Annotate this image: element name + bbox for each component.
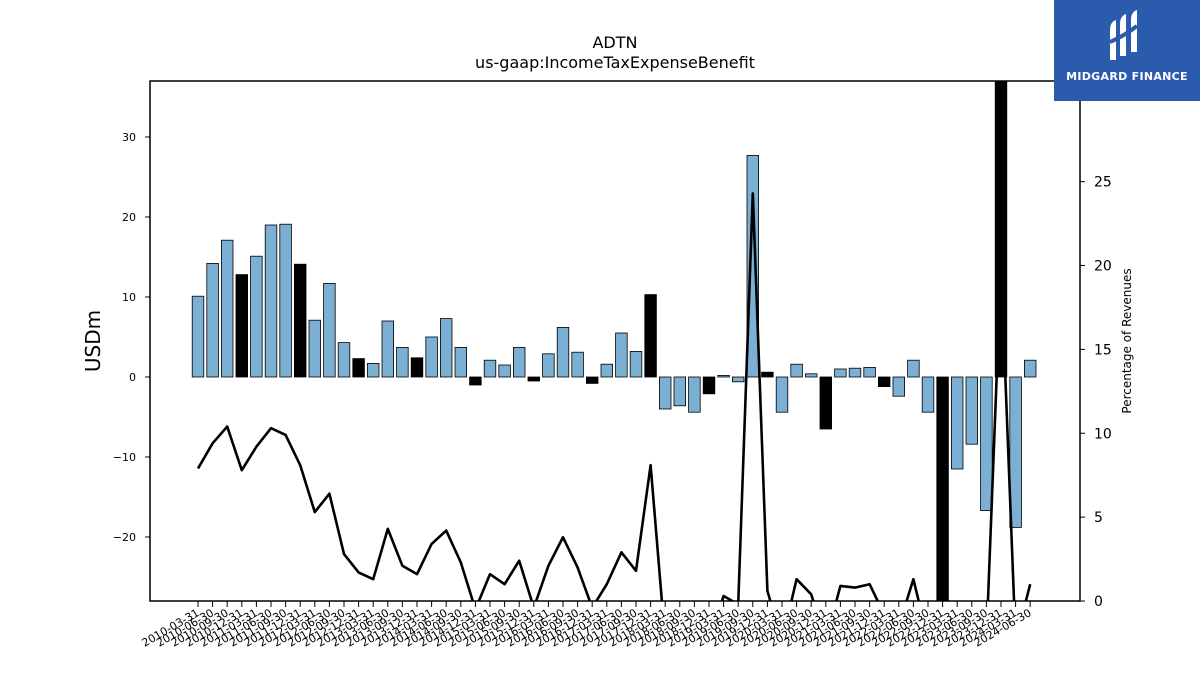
y2-tick-label: 15 xyxy=(1094,342,1112,358)
y2-tick-label: 5 xyxy=(1094,510,1103,526)
bar xyxy=(250,255,263,378)
bars-layer xyxy=(191,80,1037,602)
bar xyxy=(892,376,906,397)
bar xyxy=(965,376,979,445)
bar xyxy=(980,376,993,512)
x-axis: 2010-03-312010-06-302010-09-302010-12-31… xyxy=(140,601,1034,650)
bar xyxy=(191,295,205,378)
bar xyxy=(629,350,643,378)
bar xyxy=(425,336,438,378)
bar xyxy=(396,346,409,378)
bar xyxy=(542,353,555,378)
bar xyxy=(600,363,614,378)
bar xyxy=(951,376,964,470)
bar xyxy=(323,282,336,378)
chart-title: ADTN xyxy=(592,33,637,52)
bar xyxy=(746,154,760,378)
y-tick-label: −20 xyxy=(113,531,136,544)
bar xyxy=(615,332,628,378)
bar xyxy=(863,366,876,378)
left-axis: −20 −10 0 10 20 30 xyxy=(113,131,150,544)
line-layer xyxy=(196,192,1032,601)
bar xyxy=(206,262,219,378)
bar xyxy=(936,376,949,602)
y-tick-label: 10 xyxy=(122,291,136,304)
bar xyxy=(571,351,584,378)
bar xyxy=(673,376,687,407)
bar xyxy=(235,274,249,378)
y2-tick-label: 20 xyxy=(1094,259,1112,275)
bar xyxy=(688,376,701,413)
bar xyxy=(293,263,307,378)
y-tick-label: 20 xyxy=(122,211,136,224)
bar xyxy=(994,80,1008,378)
y2-axis-label: Percentage of Revenues xyxy=(1120,268,1134,413)
brand-name: MIDGARD FINANCE xyxy=(1066,70,1188,83)
bar xyxy=(483,359,497,378)
bar xyxy=(1024,359,1037,378)
bar xyxy=(279,223,292,378)
brand-logo: MIDGARD FINANCE xyxy=(1054,0,1200,101)
bar xyxy=(907,359,920,378)
chart-subtitle: us-gaap:IncomeTaxExpenseBenefit xyxy=(475,53,755,72)
bar xyxy=(439,318,453,378)
series-line xyxy=(196,192,1032,601)
bar xyxy=(644,294,657,378)
bar xyxy=(410,357,424,378)
bar xyxy=(527,376,541,382)
bar xyxy=(921,376,935,413)
bar xyxy=(308,319,322,378)
bar xyxy=(264,224,278,378)
bar xyxy=(498,364,511,378)
logo-mark-icon xyxy=(1109,10,1139,60)
bar xyxy=(337,342,351,378)
y2-tick-label: 0 xyxy=(1094,594,1103,610)
y-tick-label: 30 xyxy=(122,131,136,144)
bar xyxy=(586,376,599,384)
bar xyxy=(775,376,789,413)
bar xyxy=(790,363,803,378)
bar xyxy=(717,374,730,378)
bar xyxy=(834,368,847,378)
bar xyxy=(1009,376,1022,528)
y-axis-label: USDm xyxy=(81,310,105,372)
bar xyxy=(469,376,482,386)
bar xyxy=(556,326,570,378)
bar xyxy=(659,376,672,410)
bar xyxy=(381,320,395,378)
bar xyxy=(366,362,380,378)
bar xyxy=(732,376,745,383)
y2-tick-label: 25 xyxy=(1094,175,1112,191)
bar xyxy=(761,371,774,378)
bar xyxy=(848,367,862,378)
bar xyxy=(220,239,234,378)
bar xyxy=(352,358,365,378)
bar xyxy=(454,346,468,378)
bar xyxy=(819,376,833,430)
bar xyxy=(702,376,716,395)
y-tick-label: −10 xyxy=(113,451,136,464)
bar xyxy=(805,373,818,378)
plot-frame xyxy=(149,80,1081,602)
bar xyxy=(878,376,891,388)
right-axis: 0 5 10 15 20 25 xyxy=(1080,175,1112,610)
bar xyxy=(513,346,526,378)
y2-tick-label: 10 xyxy=(1094,426,1112,442)
y-tick-label: 0 xyxy=(129,371,136,384)
